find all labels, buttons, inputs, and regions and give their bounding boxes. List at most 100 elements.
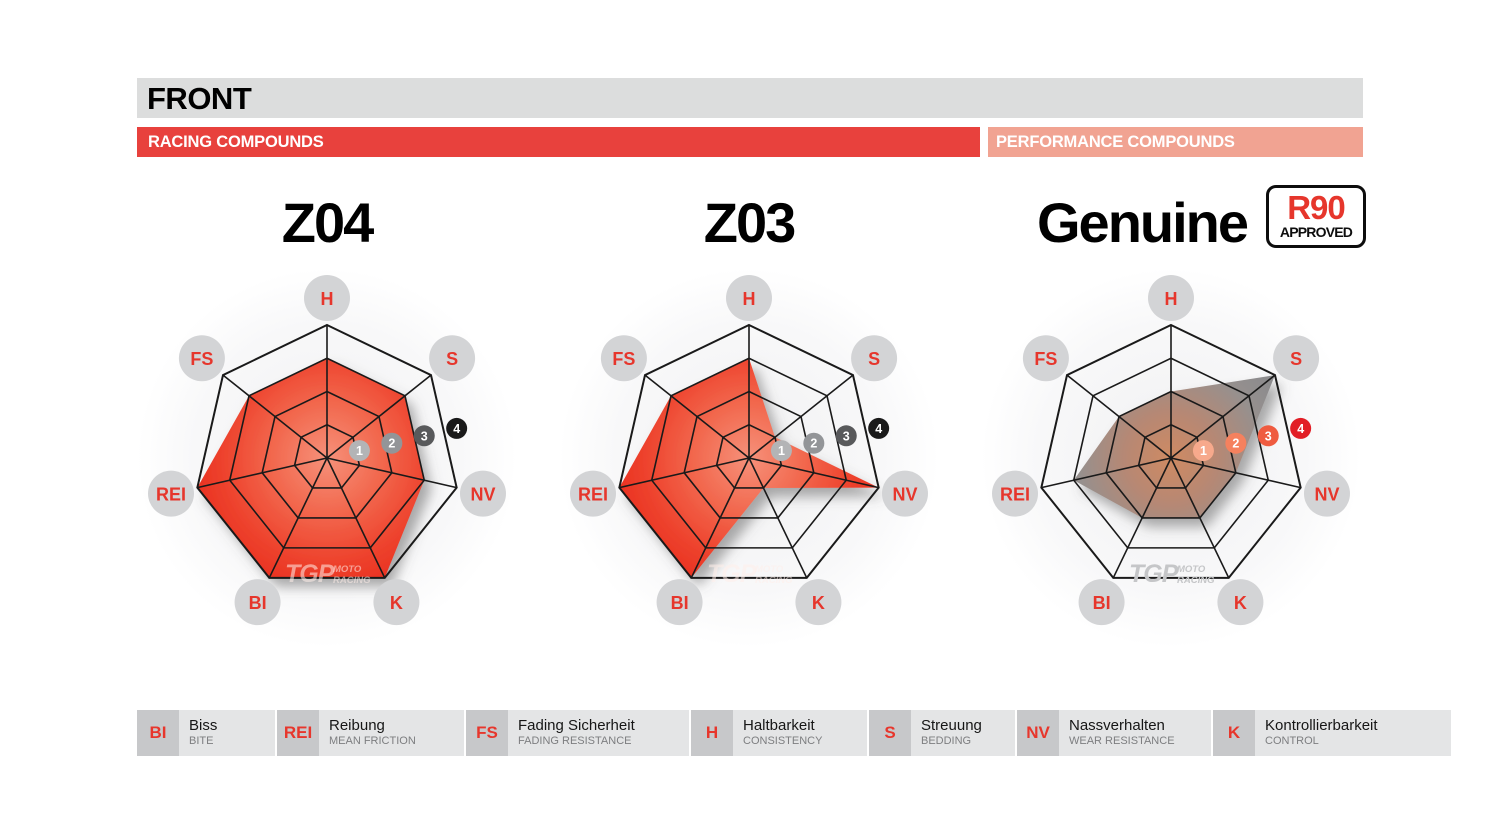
legend-term-nv: Nassverhalten: [1069, 717, 1165, 735]
svg-text:K: K: [812, 593, 825, 613]
svg-text:1: 1: [1200, 444, 1207, 458]
legend-translation-h: CONSISTENCY: [743, 735, 823, 748]
radar-grid: [196, 323, 458, 579]
legend-translation-bi: BITE: [189, 735, 214, 748]
legend-abbr-rei: REI: [277, 710, 319, 756]
legend-item-s: S Streuung BEDDING: [869, 710, 1015, 756]
legend-translation-k: CONTROL: [1265, 735, 1319, 748]
svg-text:REI: REI: [578, 485, 608, 505]
svg-text:FS: FS: [612, 349, 635, 369]
svg-text:H: H: [1165, 289, 1178, 309]
svg-text:RACING: RACING: [1177, 575, 1215, 586]
svg-text:4: 4: [453, 422, 460, 436]
svg-text:4: 4: [1297, 422, 1304, 436]
svg-text:H: H: [743, 289, 756, 309]
racing-compounds-bar: RACING COMPOUNDS: [137, 127, 980, 157]
legend-term-k: Kontrollierbarkeit: [1265, 717, 1378, 735]
legend-abbr-s: S: [869, 710, 911, 756]
scale-badges: 1 2 3 4: [348, 417, 468, 462]
svg-text:3: 3: [421, 429, 428, 443]
svg-text:2: 2: [810, 437, 817, 451]
svg-text:1: 1: [356, 444, 363, 458]
radar-grid: [618, 323, 880, 579]
legend-term-rei: Reibung: [329, 717, 385, 735]
racing-compounds-label: RACING COMPOUNDS: [148, 133, 324, 151]
svg-text:NV: NV: [892, 485, 917, 505]
svg-text:MOTO: MOTO: [333, 564, 362, 575]
axis-labels: H S NV K BI REI FS: [148, 275, 506, 626]
svg-text:BI: BI: [671, 593, 689, 613]
svg-text:REI: REI: [156, 485, 186, 505]
svg-text:RACING: RACING: [755, 575, 793, 586]
legend-abbr-nv: NV: [1017, 710, 1059, 756]
r90-approved-badge: R90 APPROVED: [1266, 185, 1366, 248]
legend-item-bi: BI Biss BITE: [137, 710, 275, 756]
radar-grid: [1040, 323, 1302, 579]
performance-compounds-bar: PERFORMANCE COMPOUNDS: [988, 127, 1363, 157]
svg-text:1: 1: [778, 444, 785, 458]
legend-term-bi: Biss: [189, 717, 218, 735]
svg-text:REI: REI: [1000, 485, 1030, 505]
svg-text:TGP: TGP: [1129, 560, 1179, 588]
legend-translation-rei: MEAN FRICTION: [329, 735, 416, 748]
radar-data-polygon: [1073, 375, 1275, 518]
svg-text:FS: FS: [190, 349, 213, 369]
svg-text:MOTO: MOTO: [755, 564, 784, 575]
approved-label: APPROVED: [1279, 223, 1353, 240]
svg-text:NV: NV: [1314, 485, 1339, 505]
scale-badges: 1 2 3 4: [1192, 417, 1312, 462]
svg-text:MOTO: MOTO: [1177, 564, 1206, 575]
svg-text:BI: BI: [1093, 593, 1111, 613]
svg-text:NV: NV: [470, 485, 495, 505]
legend-abbr-h: H: [691, 710, 733, 756]
svg-text:2: 2: [1232, 437, 1239, 451]
svg-text:H: H: [321, 289, 334, 309]
legend-term-s: Streuung: [921, 717, 982, 735]
svg-text:TGP: TGP: [285, 560, 335, 588]
svg-text:BI: BI: [249, 593, 267, 613]
axis-labels: H S NV K BI REI FS: [992, 275, 1350, 626]
chart-title-z03: Z03: [703, 191, 797, 254]
legend-term-h: Haltbarkeit: [743, 717, 815, 735]
performance-compounds-label: PERFORMANCE COMPOUNDS: [996, 133, 1235, 151]
legend-item-nv: NV Nassverhalten WEAR RESISTANCE: [1017, 710, 1211, 756]
legend-translation-s: BEDDING: [921, 735, 972, 748]
svg-text:K: K: [1234, 593, 1247, 613]
legend-bar: BI Biss BITE REI Reibung MEAN FRICTION F…: [137, 710, 1451, 756]
svg-text:3: 3: [843, 429, 850, 443]
svg-text:S: S: [446, 349, 458, 369]
svg-text:2: 2: [388, 437, 395, 451]
legend-item-h: H Haltbarkeit CONSISTENCY: [691, 710, 867, 756]
svg-text:FS: FS: [1034, 349, 1057, 369]
legend-item-k: K Kontrollierbarkeit CONTROL: [1213, 710, 1451, 756]
svg-text:TGP: TGP: [707, 560, 757, 588]
front-title: FRONT: [147, 81, 252, 116]
chart-title-z04: Z04: [281, 191, 375, 254]
legend-abbr-fs: FS: [466, 710, 508, 756]
radar-data-polygon: [619, 358, 879, 578]
svg-text:S: S: [868, 349, 880, 369]
svg-text:S: S: [1290, 349, 1302, 369]
svg-text:4: 4: [875, 422, 882, 436]
legend-abbr-k: K: [1213, 710, 1255, 756]
scale-badges: 1 2 3 4: [770, 417, 890, 462]
axis-labels: H S NV K BI REI FS: [570, 275, 928, 626]
front-header-bar: FRONT: [137, 78, 1363, 118]
legend-translation-fs: FADING RESISTANCE: [518, 735, 632, 748]
legend-abbr-bi: BI: [137, 710, 179, 756]
legend-item-fs: FS Fading Sicherheit FADING RESISTANCE: [466, 710, 689, 756]
legend-item-rei: REI Reibung MEAN FRICTION: [277, 710, 464, 756]
r90-label: R90: [1287, 189, 1346, 227]
svg-text:3: 3: [1265, 429, 1272, 443]
legend-translation-nv: WEAR RESISTANCE: [1069, 735, 1175, 748]
svg-text:K: K: [390, 593, 403, 613]
chart-title-genuine: Genuine: [1036, 191, 1249, 254]
svg-text:RACING: RACING: [333, 575, 371, 586]
